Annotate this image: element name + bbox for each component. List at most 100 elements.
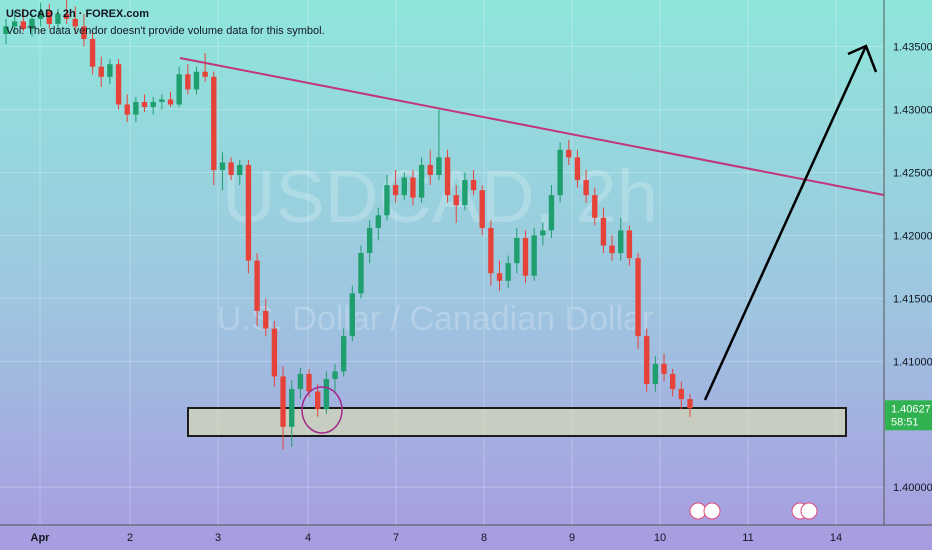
candle-body [332, 371, 338, 379]
candle-body [583, 180, 589, 196]
candle-body [600, 217, 607, 246]
candle-body [20, 21, 27, 29]
candle-body [254, 260, 260, 311]
candle-body [29, 18, 35, 29]
y-tick-label: 1.42500 [893, 167, 932, 179]
event-icon [800, 502, 818, 520]
candle-body [133, 101, 139, 115]
candle-body [410, 177, 416, 198]
candle-body [107, 64, 113, 77]
candle-body [635, 258, 641, 337]
candle-body [46, 11, 52, 24]
candle-body [531, 235, 537, 276]
y-tick-label: 1.41500 [893, 293, 932, 305]
candle-body [618, 230, 624, 254]
candle-body [678, 389, 685, 400]
x-tick-label: 4 [305, 532, 311, 544]
candle-body [55, 13, 61, 24]
candle-body [159, 99, 165, 102]
candle-body [444, 157, 451, 196]
candle-body [141, 101, 148, 108]
y-tick-label: 1.40000 [893, 482, 932, 494]
candle-body [185, 74, 191, 90]
candle-body [366, 227, 373, 254]
candle-body [557, 149, 563, 196]
candle-body [289, 389, 295, 427]
candle-body [98, 66, 104, 77]
candle-body [687, 399, 693, 409]
x-tick-label: 10 [654, 532, 666, 544]
candle-body [37, 11, 44, 19]
chart-subtitle: Vol: The data vendor doesn't provide vol… [6, 25, 325, 37]
candle-body [661, 363, 667, 374]
candle-body [496, 273, 503, 281]
candle-body [479, 190, 485, 228]
candle-body [375, 215, 381, 228]
candle-body [219, 162, 226, 170]
y-tick-label: 1.42000 [893, 230, 932, 242]
candles [3, 0, 693, 450]
y-tick-label: 1.43000 [893, 105, 932, 117]
x-tick-label: 9 [569, 532, 575, 544]
candle-body [609, 245, 615, 254]
event-icon [703, 502, 721, 520]
candle-body [592, 195, 598, 218]
candle-body [228, 162, 234, 175]
candle-body [488, 227, 494, 274]
candle-body [150, 101, 156, 108]
x-tick-label: Apr [31, 532, 51, 544]
arrow-head [847, 44, 878, 73]
candle-body [669, 373, 676, 390]
candle-body [644, 336, 650, 384]
candle-body [384, 185, 390, 216]
candle-body [548, 195, 555, 231]
candle-body [358, 253, 364, 294]
x-tick-label: 8 [481, 532, 487, 544]
last-price-label: 1.40627 [891, 403, 931, 415]
countdown-label: 58:51 [891, 416, 919, 428]
candle-body [81, 26, 87, 40]
candle-body [505, 263, 511, 281]
candle-body [340, 336, 347, 372]
event-icons [689, 502, 818, 520]
candle-body [626, 230, 633, 259]
candle-body [297, 373, 304, 390]
candle-body [193, 71, 200, 90]
candle-body [72, 18, 78, 27]
candle-body [522, 237, 529, 276]
candle-body [540, 230, 546, 236]
candle-body [323, 378, 330, 410]
candle-body [202, 71, 208, 77]
candle-body [574, 157, 581, 181]
candle-body [3, 26, 9, 34]
candle-body [436, 157, 442, 175]
candle-body [392, 185, 399, 196]
x-tick-label: 7 [393, 532, 399, 544]
candle-body [176, 74, 182, 105]
highlight-circle [301, 386, 343, 434]
last-price-box [885, 400, 932, 431]
x-tick-label: 2 [127, 532, 133, 544]
candle-body [89, 39, 96, 67]
candle-body [401, 177, 407, 196]
x-tick-label: 3 [215, 532, 221, 544]
candle-body [349, 293, 356, 337]
candle-body [470, 180, 477, 191]
price-axis [884, 0, 932, 550]
candle-body [124, 104, 130, 115]
y-tick-label: 1.41000 [893, 356, 932, 368]
candle-body [245, 164, 252, 261]
candle-body [63, 13, 70, 19]
candle-body [263, 310, 269, 329]
y-tick-label: 1.43500 [893, 42, 932, 54]
candle-body [427, 164, 433, 175]
candle-body [167, 99, 174, 105]
trend-line [179, 57, 885, 196]
x-tick-label: 14 [830, 532, 842, 544]
x-tick-label: 11 [742, 532, 753, 544]
candle-body [462, 180, 468, 206]
watermark-sub: U.S. Dollar / Canadian Dollar [217, 300, 654, 338]
